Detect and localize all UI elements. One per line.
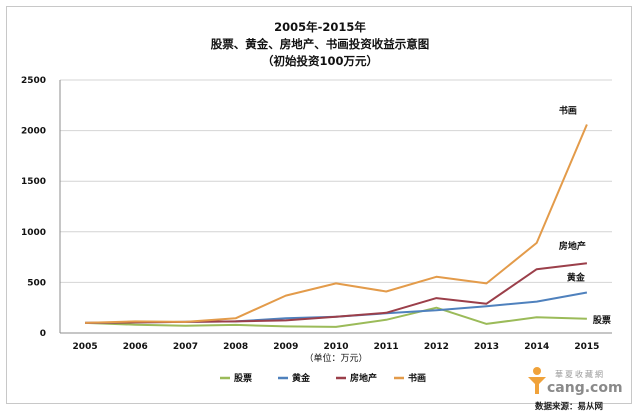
- series-line: [85, 306, 587, 328]
- series-end-labels: 股票 黄金 房地产 书画: [559, 105, 611, 326]
- series-line: [85, 291, 588, 324]
- x-tick-label: 2011: [374, 342, 399, 352]
- y-tick-label: 0: [40, 329, 46, 339]
- x-tick-label: 2012: [424, 342, 449, 352]
- x-tick-label: 2005: [73, 342, 98, 352]
- grid-lines: [59, 79, 612, 334]
- legend-label: 房地产: [350, 372, 377, 384]
- series-line: [85, 262, 588, 324]
- series-end-label: 黄金: [567, 272, 586, 284]
- legend: 股票 黄金 房地产 书画: [220, 372, 426, 384]
- watermark-brand: 華夏收藏網: [555, 370, 605, 379]
- watermark-site: cang.com: [547, 380, 623, 396]
- data-source-note: 数据来源：易从网: [535, 402, 604, 412]
- x-tick-label: 2006: [123, 342, 148, 352]
- unit-note: （单位：万元）: [304, 352, 367, 364]
- x-tick-label: 2015: [574, 342, 599, 352]
- x-tick-label: 2007: [173, 342, 198, 352]
- watermark-logo-icon: [528, 367, 546, 394]
- legend-label: 黄金: [292, 372, 311, 384]
- series-lines: [85, 124, 588, 328]
- chart-title-line-1: 2005年-2015年: [274, 20, 366, 34]
- y-tick-label: 2000: [21, 127, 46, 137]
- legend-label: 股票: [234, 372, 252, 384]
- chart-title-line-3: （初始投资100万元）: [261, 54, 378, 68]
- series-end-label: 房地产: [559, 240, 586, 252]
- chart-title-line-2: 股票、黄金、房地产、书画投资收益示意图: [210, 37, 430, 51]
- series-line: [85, 124, 588, 324]
- watermark: 華夏收藏網 cang.com 数据来源：易从网: [525, 366, 635, 412]
- x-tick-label: 2010: [323, 342, 348, 352]
- series-end-label: 股票: [593, 314, 611, 326]
- x-tick-label: 2014: [524, 342, 549, 352]
- series-end-label: 书画: [559, 105, 577, 117]
- legend-label: 书画: [408, 372, 426, 384]
- y-tick-label: 500: [27, 278, 46, 288]
- y-tick-label: 1000: [21, 228, 46, 238]
- y-tick-labels: 0 500 1000 1500 2000 2500: [21, 76, 46, 339]
- x-tick-label: 2013: [474, 342, 499, 352]
- chart-frame: [6, 6, 632, 404]
- x-tick-label: 2008: [223, 342, 248, 352]
- x-tick-label: 2009: [273, 342, 298, 352]
- y-tick-label: 2500: [21, 76, 46, 86]
- y-tick-label: 1500: [21, 177, 46, 187]
- x-tick-labels: 2005 2006 2007 2008 2009 2010 2011 2012 2013 2014…: [73, 342, 600, 352]
